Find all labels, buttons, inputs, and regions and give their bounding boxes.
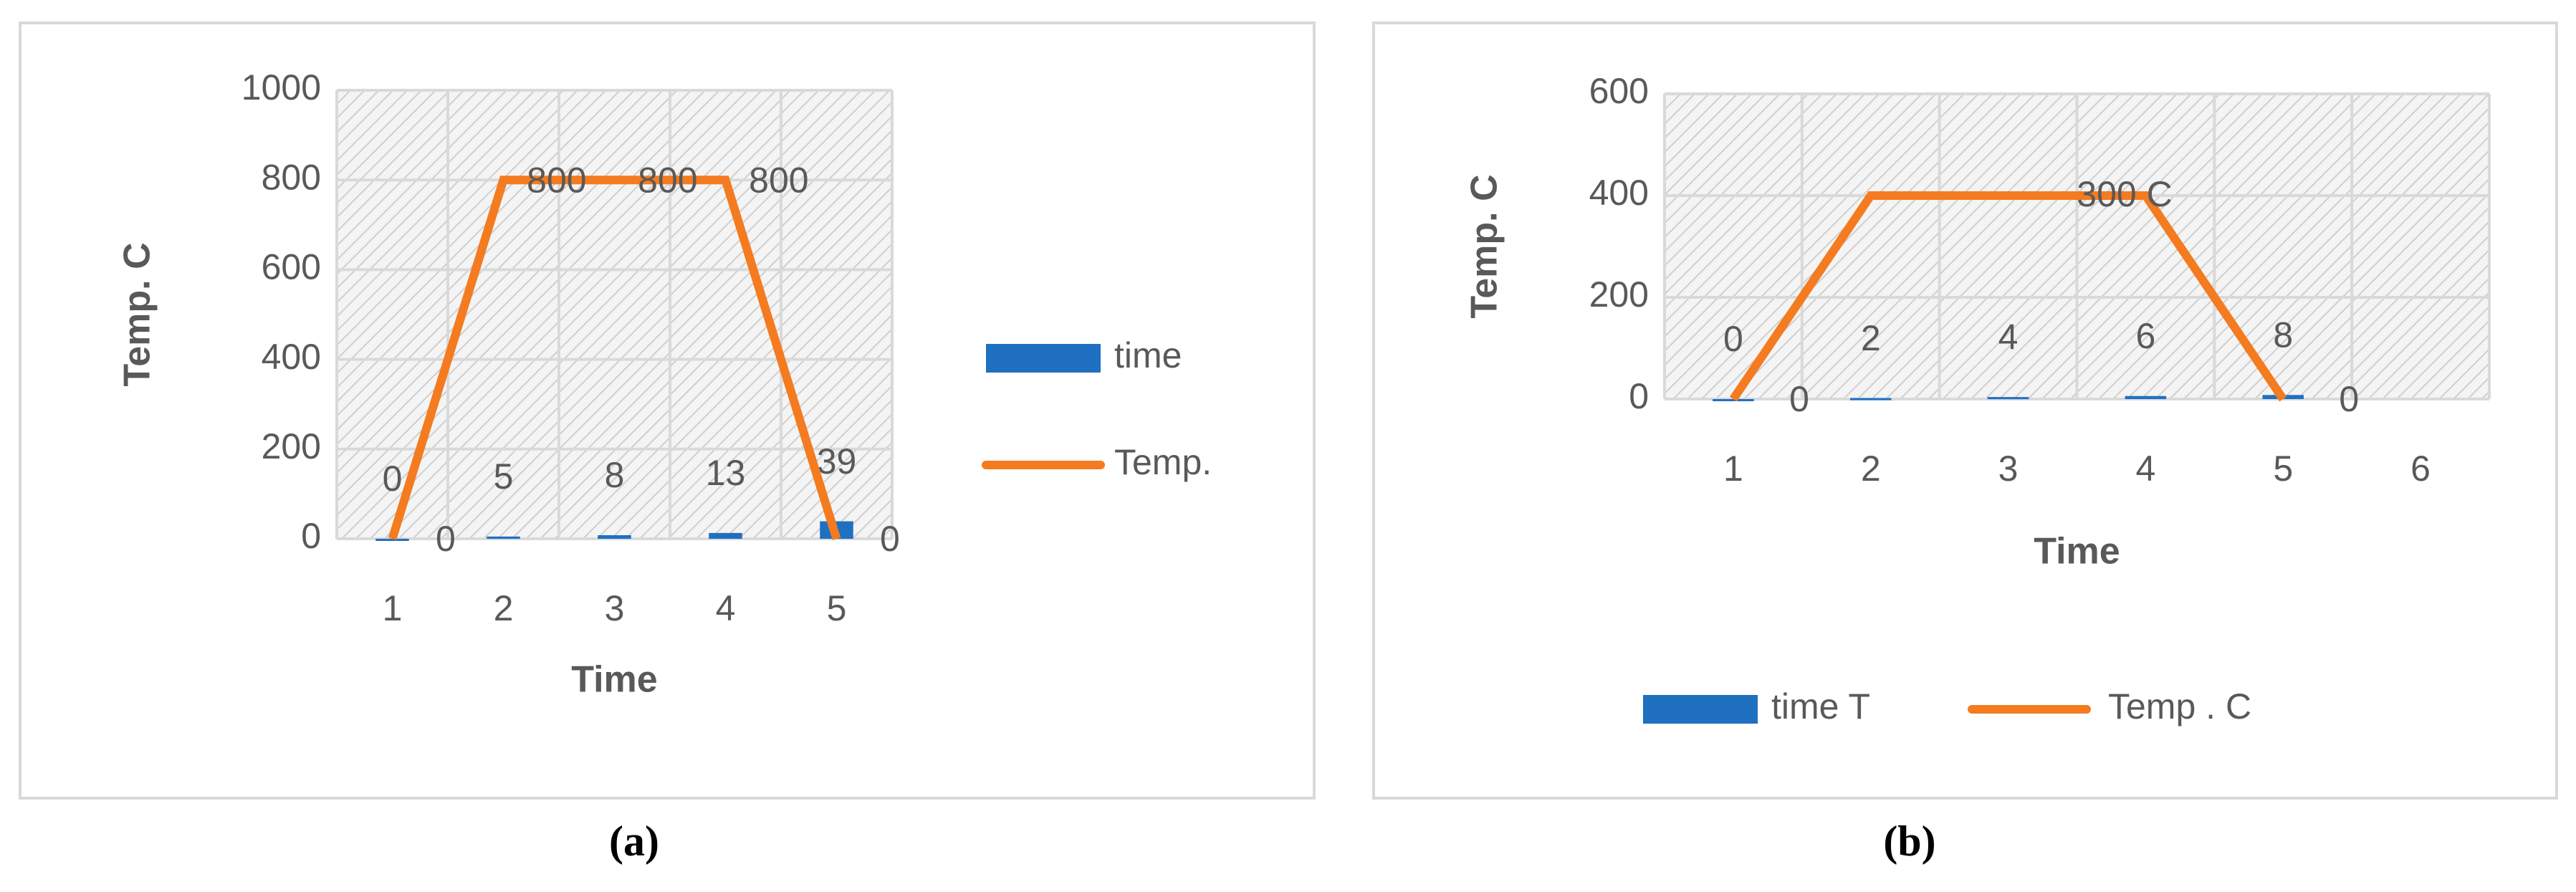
y-tick-label: 400 (262, 337, 321, 377)
data-label: 6 (2136, 316, 2156, 356)
line (1729, 191, 2287, 402)
bar (598, 534, 631, 539)
x-axis-title: Time (2034, 531, 2120, 572)
y-axis-title: Temp. C (117, 242, 158, 386)
bar (487, 536, 520, 539)
plot-area (337, 90, 892, 539)
y-tick-label: 1000 (241, 67, 321, 107)
line (388, 176, 841, 540)
bar (1987, 397, 2029, 400)
data-label: 4 (1998, 317, 2019, 357)
x-tick-label: 1 (383, 588, 403, 628)
y-tick-label: 600 (1589, 71, 1649, 111)
legend-label: Temp. (1114, 442, 1212, 482)
y-axis-title: Temp. C (1464, 174, 1505, 318)
x-tick-label: 3 (605, 588, 625, 628)
data-label: 13 (706, 453, 746, 493)
y-tick-label: 0 (1629, 376, 1649, 416)
bar (375, 539, 409, 541)
x-tick-label: 4 (2136, 449, 2156, 489)
data-label: 0 (1789, 379, 1809, 419)
bar (1849, 398, 1892, 401)
x-tick-label: 4 (716, 588, 736, 628)
data-label: 5 (494, 456, 514, 497)
bar (2125, 395, 2167, 399)
legend-swatch (1643, 695, 1758, 724)
caption: (a) (609, 817, 659, 865)
y-tick-label: 400 (1589, 173, 1649, 213)
data-label: 39 (817, 441, 857, 481)
legend-label: time (1114, 335, 1182, 375)
y-tick-label: 200 (262, 426, 321, 466)
x-tick-label: 5 (827, 588, 847, 628)
x-tick-label: 2 (494, 588, 514, 628)
data-label: 8 (605, 455, 625, 495)
x-tick-label: 5 (2273, 449, 2293, 489)
data-label: 0 (383, 459, 403, 499)
data-label: 800 (638, 160, 697, 200)
data-label: 0 (880, 519, 900, 559)
data-label: 0 (1723, 319, 1743, 359)
data-label: 800 (749, 160, 808, 200)
caption: (b) (1883, 817, 1935, 865)
data-label: 0 (436, 519, 456, 559)
x-tick-label: 3 (1998, 449, 2019, 489)
legend-label: time T (1771, 686, 1870, 726)
legend-label: Temp . C (2108, 686, 2251, 726)
data-label: 8 (2273, 315, 2293, 355)
x-axis-title: Time (571, 659, 657, 701)
x-tick-label: 1 (1723, 449, 1743, 489)
legend-swatch (986, 344, 1101, 373)
data-label: 2 (1861, 318, 1881, 358)
y-tick-label: 200 (1589, 274, 1649, 315)
data-label: 0 (2339, 379, 2359, 419)
x-tick-label: 6 (2410, 449, 2431, 489)
data-label: 800 (527, 160, 586, 200)
annotation: 300 C (2077, 174, 2172, 214)
y-tick-label: 600 (262, 247, 321, 287)
bar (1713, 399, 1754, 401)
y-tick-label: 0 (301, 516, 321, 556)
bar (709, 532, 742, 539)
y-tick-label: 800 (262, 157, 321, 197)
x-tick-label: 2 (1861, 449, 1881, 489)
